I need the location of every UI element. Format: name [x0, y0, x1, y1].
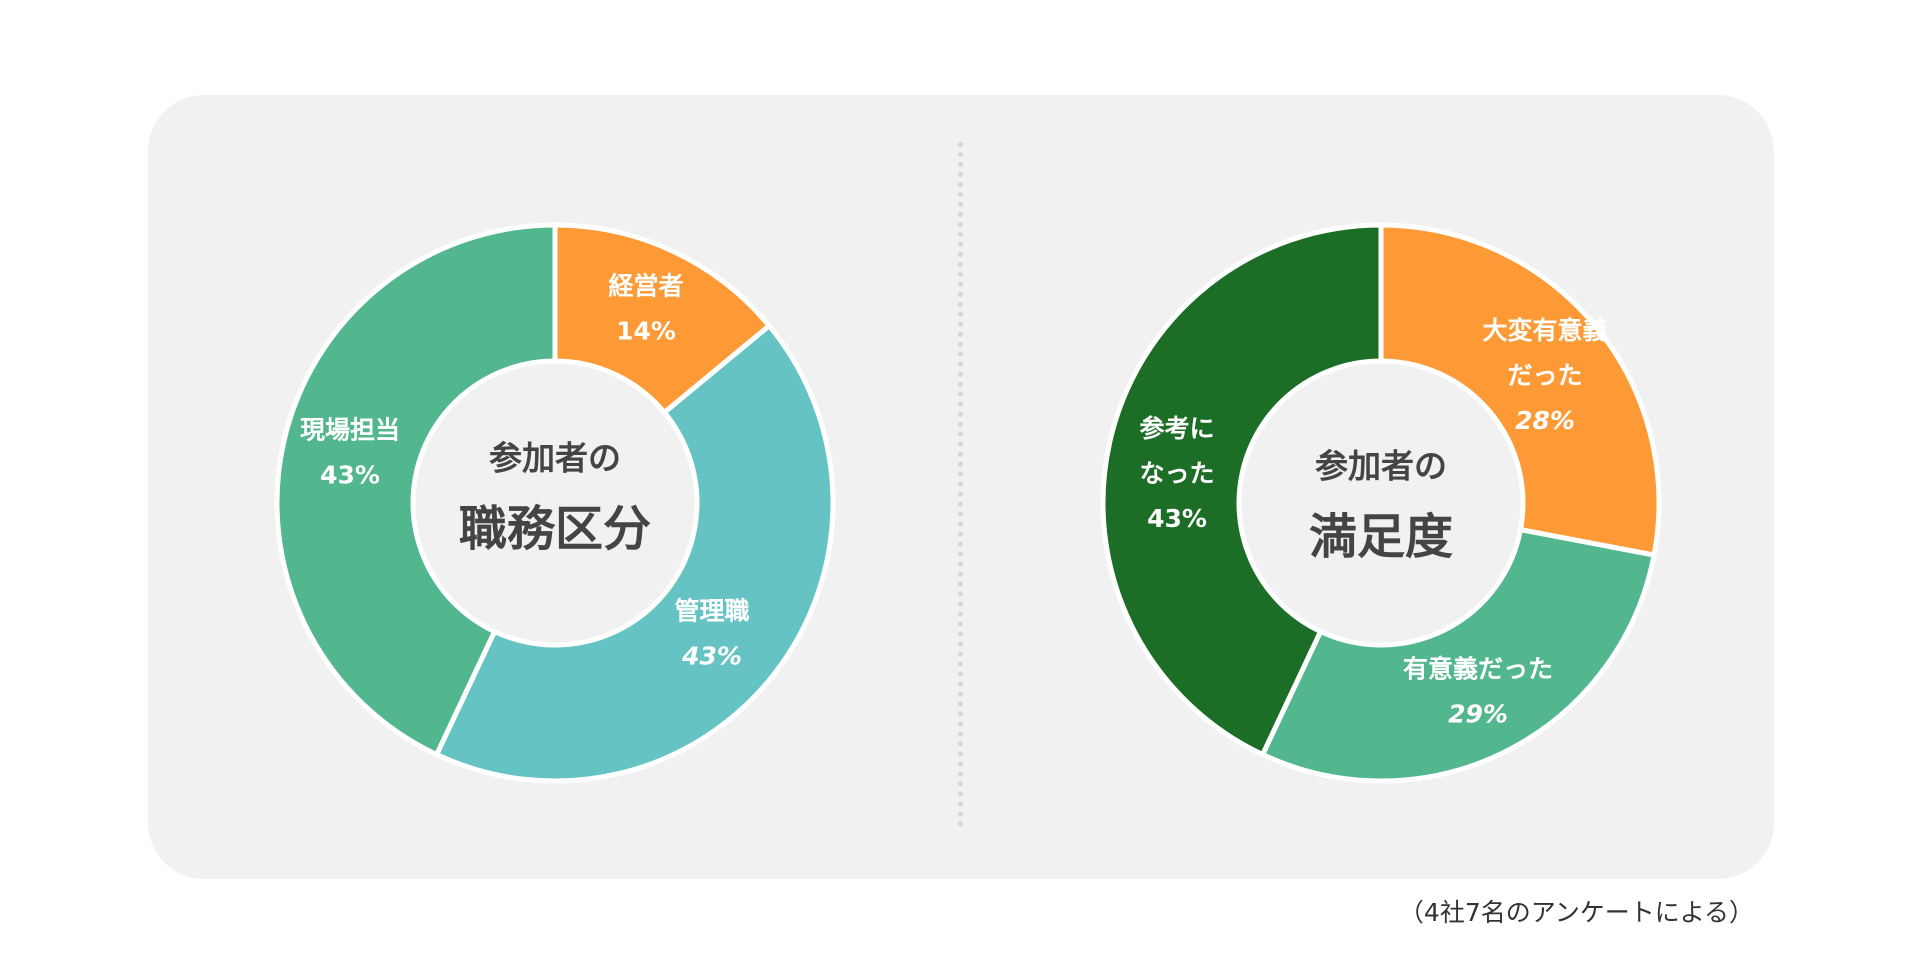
slice-label: 参考に — [1139, 414, 1214, 443]
donut-slice — [434, 323, 836, 784]
center-title-large: 職務区分 — [459, 501, 651, 557]
slice-value-label: 29% — [1448, 700, 1508, 729]
donut-slice — [1100, 222, 1384, 758]
slice-value-label: 14% — [616, 317, 676, 346]
slice-value-label: 28% — [1515, 406, 1575, 435]
slice-label: 管理職 — [674, 597, 749, 626]
divider — [958, 142, 963, 827]
slice-value-label: 43% — [1147, 504, 1207, 533]
center-title-large: 満足度 — [1309, 509, 1453, 565]
slice-label: 有意義だった — [1403, 655, 1553, 684]
slice-value-label: 43% — [681, 642, 742, 671]
slice-label: 大変有意義 — [1482, 316, 1607, 345]
donut-slice — [1378, 222, 1662, 558]
slice-label: 現場担当 — [300, 416, 400, 445]
slice-label: 経営者 — [608, 272, 683, 301]
slice-value-label: 43% — [320, 461, 380, 490]
donut-slice — [1260, 527, 1657, 784]
slice-label: なった — [1139, 459, 1214, 488]
center-title-small: 参加者の — [489, 439, 621, 478]
survey-note: （4社7名のアンケートによる） — [1398, 898, 1754, 927]
donut-slice — [274, 222, 558, 758]
slice-label: だった — [1507, 361, 1582, 390]
donut-slice — [552, 222, 772, 415]
center-title-small: 参加者の — [1315, 447, 1447, 486]
